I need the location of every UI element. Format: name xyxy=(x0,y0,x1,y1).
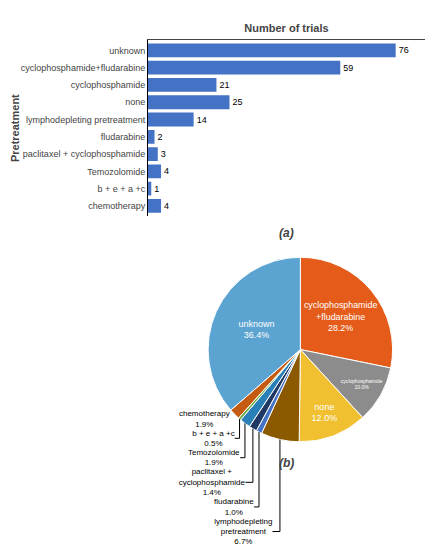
svg-text:cyclophosphamide+fludarabine28: cyclophosphamide+fludarabine28.2% xyxy=(304,300,377,333)
svg-text:4: 4 xyxy=(164,201,169,211)
svg-text:none12.0%: none12.0% xyxy=(312,402,338,424)
svg-text:Temozolomide: Temozolomide xyxy=(87,167,145,177)
svg-text:59: 59 xyxy=(343,63,353,73)
svg-text:lymphodepleting pretreatment: lymphodepleting pretreatment xyxy=(26,115,146,125)
svg-text:chemotherapy: chemotherapy xyxy=(88,201,146,211)
svg-text:unknown: unknown xyxy=(109,46,145,56)
svg-text:b + e + a +c: b + e + a +c xyxy=(97,184,145,194)
svg-text:25: 25 xyxy=(232,97,242,107)
svg-text:21: 21 xyxy=(219,80,229,90)
svg-text:unknown36.4%: unknown36.4% xyxy=(238,319,274,341)
svg-text:4: 4 xyxy=(164,166,169,176)
svg-text:b + e + a +c0.5%: b + e + a +c0.5% xyxy=(192,429,234,448)
svg-text:Number of trials: Number of trials xyxy=(244,22,328,34)
svg-text:cyclophosphamide10.0%: cyclophosphamide10.0% xyxy=(341,378,383,391)
svg-text:chemotherapy1.9%: chemotherapy1.9% xyxy=(179,409,230,428)
svg-text:paclitaxel + cyclophosphamide: paclitaxel + cyclophosphamide xyxy=(23,149,145,159)
svg-text:none: none xyxy=(125,97,145,107)
svg-text:cyclophosphamide+fludarabine: cyclophosphamide+fludarabine xyxy=(21,63,145,73)
svg-text:Pretreatment: Pretreatment xyxy=(9,94,21,162)
svg-text:(b): (b) xyxy=(279,456,294,470)
svg-text:14: 14 xyxy=(197,115,207,125)
svg-text:fludarabine: fludarabine xyxy=(101,132,146,142)
svg-text:3: 3 xyxy=(161,149,166,159)
svg-text:76: 76 xyxy=(399,45,409,55)
svg-text:lymphodepletingpretreatment6.7: lymphodepletingpretreatment6.7% xyxy=(214,517,272,547)
svg-text:(a): (a) xyxy=(279,226,294,240)
svg-text:2: 2 xyxy=(158,132,163,142)
svg-text:1: 1 xyxy=(154,184,159,194)
svg-text:fludarabine1.0%: fludarabine1.0% xyxy=(214,497,254,516)
svg-text:paclitaxel +cyclophosphamide1.: paclitaxel +cyclophosphamide1.4% xyxy=(179,467,246,497)
svg-text:cyclophosphamide: cyclophosphamide xyxy=(71,80,146,90)
svg-text:Temozolomide1.9%: Temozolomide1.9% xyxy=(188,448,240,467)
